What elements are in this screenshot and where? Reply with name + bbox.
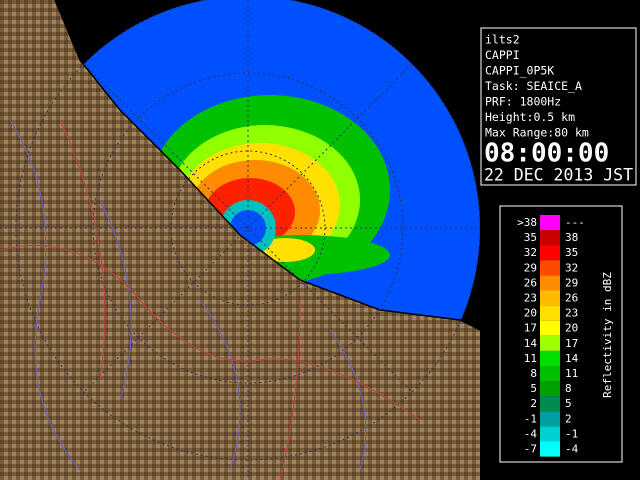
- legend-low: -1: [524, 412, 537, 425]
- legend-low: 35: [524, 231, 537, 244]
- legend-swatch: [540, 260, 560, 276]
- legend-swatch: [540, 245, 560, 261]
- legend-high: 11: [565, 367, 578, 380]
- radar-map: [0, 0, 480, 480]
- legend-low: 17: [524, 322, 537, 335]
- legend-high: ---: [565, 216, 585, 229]
- info-line: Max Range:80 km: [485, 126, 589, 140]
- info-line: CAPPI: [485, 48, 520, 62]
- legend-title: Reflectivity in dBZ: [601, 272, 614, 398]
- legend-low: -7: [524, 443, 537, 456]
- legend: >38 --- 35 38 32 35 29 32 26 29 23 26 20 23 17 20 14 17 11…: [517, 215, 614, 457]
- legend-swatch: [540, 426, 560, 442]
- legend-swatch: [540, 335, 560, 351]
- legend-low: 2: [530, 397, 537, 410]
- legend-high: 2: [565, 412, 572, 425]
- legend-high: 38: [565, 231, 578, 244]
- legend-swatch: [540, 366, 560, 382]
- legend-low: 5: [530, 382, 537, 395]
- legend-high: -4: [565, 443, 579, 456]
- legend-low: 29: [524, 261, 537, 274]
- legend-low: 8: [530, 367, 537, 380]
- legend-high: 20: [565, 322, 578, 335]
- legend-swatch: [540, 305, 560, 321]
- legend-swatch: [540, 230, 560, 246]
- legend-swatch: [540, 350, 560, 366]
- legend-swatch: [540, 411, 560, 427]
- legend-box: [499, 205, 623, 463]
- legend-swatch: [540, 275, 560, 291]
- legend-high: 23: [565, 307, 578, 320]
- legend-low: 26: [524, 276, 537, 289]
- rivers: [9, 119, 367, 471]
- info-line: Task: SEAICE_A: [485, 79, 582, 93]
- legend-low: -4: [524, 427, 538, 440]
- legend-high: 5: [565, 397, 572, 410]
- legend-high: -1: [565, 427, 578, 440]
- legend-low: 14: [524, 337, 538, 350]
- legend-high: 8: [565, 382, 572, 395]
- legend-low: 11: [524, 352, 537, 365]
- legend-high: 29: [565, 276, 578, 289]
- legend-low: >38: [517, 216, 537, 229]
- info-line: CAPPI_0P5K: [485, 64, 554, 78]
- legend-low: 20: [524, 307, 537, 320]
- time: 08:00:00: [484, 139, 609, 169]
- info-line: Height:0.5 km: [485, 110, 575, 124]
- legend-swatch: [540, 381, 560, 397]
- info-line: ilts2: [485, 33, 520, 47]
- info-panel: [480, 27, 637, 186]
- legend-high: 17: [565, 337, 578, 350]
- range-rings: [0, 0, 480, 480]
- borders: [0, 119, 421, 480]
- legend-swatch: [540, 320, 560, 336]
- info-line: PRF: 1800Hz: [485, 95, 561, 109]
- legend-high: 26: [565, 292, 578, 305]
- legend-swatch: [540, 441, 560, 457]
- legend-swatch: [540, 215, 560, 231]
- legend-swatch: [540, 290, 560, 306]
- legend-low: 32: [524, 246, 537, 259]
- legend-high: 35: [565, 246, 578, 259]
- legend-high: 32: [565, 261, 578, 274]
- terrain: [0, 0, 480, 480]
- date: 22 DEC 2013 JST: [484, 166, 633, 185]
- legend-high: 14: [565, 352, 579, 365]
- legend-low: 23: [524, 292, 537, 305]
- legend-swatch: [540, 396, 560, 412]
